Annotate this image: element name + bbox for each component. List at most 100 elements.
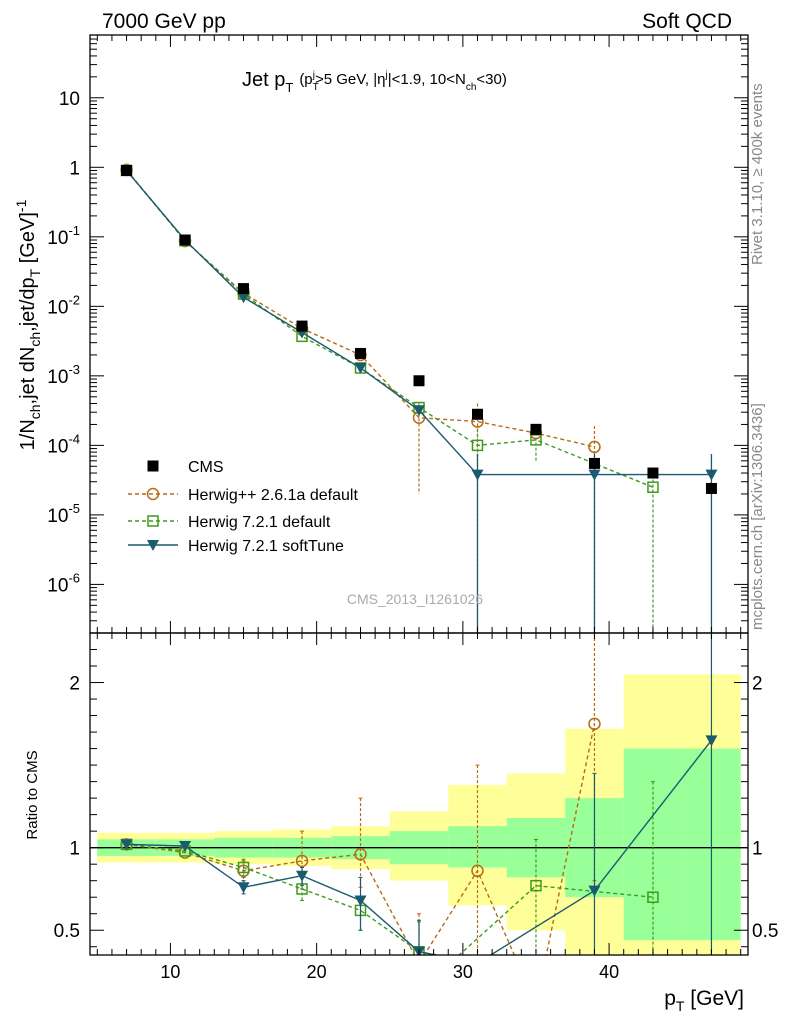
series-3: [120, 165, 718, 633]
data-point: [296, 320, 308, 332]
ratio-point: [647, 891, 659, 903]
legend-marker: [147, 460, 159, 472]
ratio-y-tick-label: 1: [69, 839, 80, 860]
ratio-series-layer: [120, 633, 718, 955]
y-tick-label: 1: [69, 158, 80, 179]
legend-label: CMS: [188, 459, 224, 476]
title-main: Jet p: [242, 69, 285, 91]
ratio-point: [120, 839, 133, 851]
xlabel-unit: [GeV]: [684, 987, 744, 1010]
data-point: [471, 469, 484, 481]
x-tick-label: 20: [307, 962, 327, 982]
data-point: [355, 347, 367, 359]
ratio-y-tick-label-right: 2: [752, 674, 763, 695]
y-tick-label: 10: [59, 89, 80, 110]
y-tick-label: 10-4: [47, 431, 80, 457]
title-c3: |<1.9, 10<N: [388, 71, 466, 88]
data-point: [530, 423, 542, 435]
series-2: [120, 164, 659, 633]
ratio-series-3: [120, 633, 718, 955]
series-0: [121, 164, 717, 494]
data-point: [238, 283, 250, 295]
data-point: [705, 469, 718, 481]
ylabel-p1: 1/N: [17, 419, 39, 450]
header-left-label: 7000 GeV pp: [102, 10, 226, 33]
ratio-y-tick-label: 2: [69, 674, 80, 695]
main-series-layer: [120, 163, 718, 633]
chart-title: Jet pT (pTj>5 GeV, |ηj|<1.9, 10<Nch<30): [242, 69, 507, 95]
x-tick-label: 40: [599, 962, 619, 982]
legend-label: Herwig++ 2.6.1a default: [188, 487, 358, 504]
title-c2-sup: j: [384, 70, 387, 81]
data-point: [413, 375, 425, 387]
ratio-point: [237, 861, 250, 874]
xlabel-main: p: [664, 987, 676, 1010]
ratio-point: [354, 848, 367, 861]
ratio-point: [179, 841, 192, 853]
title-main-sub: T: [285, 80, 293, 95]
mcplots-label: mcplots.cern.ch [arXiv:1306.3436]: [749, 403, 766, 630]
rivet-label: Rivet 3.1.10, ≥ 400k events: [749, 83, 766, 265]
title-c3-sub: ch: [466, 82, 477, 93]
data-point: [354, 362, 367, 374]
ratio-y-tick-label: 0.5: [54, 921, 80, 942]
data-point: [588, 440, 601, 454]
ratio-point: [296, 870, 309, 882]
ylabel-p3-sub: T: [27, 268, 43, 277]
ylabel-p1-sub: ch: [27, 404, 43, 419]
data-point: [237, 292, 250, 304]
ratio-point: [588, 717, 601, 731]
ratio-line: [126, 843, 654, 955]
ratio-point: [588, 885, 601, 897]
ratio-y-tick-label-right: 1: [752, 839, 763, 860]
y-tick-label: 10-3: [47, 362, 80, 388]
ylabel-p4: [GeV]: [17, 212, 39, 269]
ylabel-p4-sup: -1: [13, 199, 29, 212]
ratio-point: [354, 895, 367, 907]
ratio-y-tick-label-right: 0.5: [752, 921, 778, 942]
ratio-point: [295, 854, 309, 868]
ratio-y-axis-label: Ratio to CMS: [24, 750, 41, 839]
title-c1-sup: j: [312, 70, 315, 81]
y-axis-label: 1/Nch,jet dNch,jet/dpT [GeV]-1: [13, 199, 43, 450]
data-point: [705, 482, 717, 494]
y-tick-label: 10-5: [47, 501, 80, 527]
data-point: [588, 469, 601, 481]
legend-marker: [147, 540, 159, 551]
data-point: [179, 234, 191, 246]
y-tick-label: 10-6: [47, 570, 80, 596]
data-point: [471, 439, 484, 452]
series-line: [126, 169, 595, 448]
legend-marker: [147, 515, 159, 527]
legend-label: Herwig 7.2.1 softTune: [188, 538, 344, 555]
legend-entry: CMS: [147, 459, 224, 476]
data-point: [530, 434, 542, 446]
title-c4: <30): [476, 71, 506, 88]
data-point: [121, 164, 133, 176]
y-tick-label: 10-1: [47, 223, 80, 249]
x-tick-label: 10: [160, 962, 180, 982]
ratio-point: [705, 735, 718, 747]
x-axis-label: pT [GeV]: [664, 987, 744, 1014]
y-tick-label: 10-2: [47, 292, 80, 318]
data-point: [471, 408, 483, 420]
data-point: [413, 405, 425, 417]
analysis-id: CMS_2013_I1261026: [347, 591, 483, 607]
title-c1: (p: [299, 71, 312, 88]
legend-label: Herwig 7.2.1 default: [188, 514, 331, 531]
legend-entry: Herwig 7.2.1 default: [128, 514, 331, 531]
data-point: [647, 481, 659, 493]
ratio-point: [471, 864, 484, 878]
ylabel-p3: ,jet/dp: [17, 277, 39, 331]
data-point: [588, 457, 600, 469]
legend-marker: [146, 487, 160, 501]
data-point: [647, 467, 659, 479]
header-right-label: Soft QCD: [642, 10, 732, 33]
ylabel-p2-sub: ch: [27, 332, 43, 347]
ylabel-p2: ,jet dN: [17, 347, 39, 405]
legend: CMS Herwig++ 2.6.1a default Herwig 7.2.1 d…: [128, 459, 358, 555]
xlabel-sub: T: [676, 998, 685, 1014]
x-tick-label: 30: [453, 962, 473, 982]
title-c1-sub: T: [313, 82, 319, 93]
